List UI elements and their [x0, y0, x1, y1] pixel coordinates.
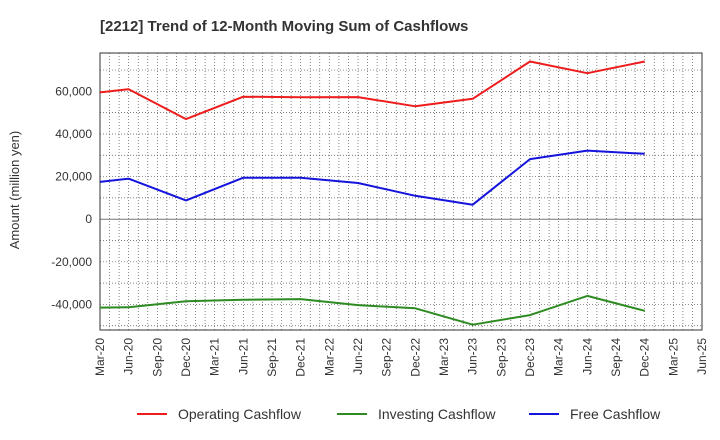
y-tick-label: 40,000 [55, 127, 92, 141]
y-tick-label: 60,000 [55, 84, 92, 98]
x-tick-label: Dec-21 [294, 338, 308, 377]
legend-label: Operating Cashflow [178, 406, 302, 422]
plot-frame [99, 52, 703, 331]
legend-label: Investing Cashflow [378, 406, 496, 422]
x-tick-label: Jun-23 [466, 338, 480, 375]
series-line-investing-cashflow [99, 294, 645, 326]
legend-label: Free Cashflow [570, 406, 661, 422]
series-line-free-cashflow [99, 149, 645, 206]
x-tick-label: Jun-20 [122, 338, 136, 375]
x-tick-label: Jun-21 [236, 338, 250, 375]
x-tick-label: Sep-21 [265, 338, 279, 377]
x-tick-label: Mar-23 [437, 338, 451, 376]
grid [100, 53, 702, 330]
y-axis-label: Amount (million yen) [7, 131, 22, 250]
x-tick-label: Mar-24 [552, 338, 566, 376]
x-tick-label: Dec-22 [408, 338, 422, 377]
x-tick-label: Dec-20 [179, 338, 193, 377]
series-line-operating-cashflow [99, 60, 645, 121]
y-tick-label: 20,000 [55, 170, 92, 184]
y-axis-ticks: 60,000 40,000 20,000 0 -20,000 -40,000 [51, 84, 92, 311]
plot-frame [99, 52, 703, 331]
x-tick-label: Mar-20 [93, 338, 107, 376]
x-tick-label: Jun-25 [695, 338, 709, 375]
series-lines [99, 60, 645, 326]
x-tick-label: Sep-23 [494, 338, 508, 377]
x-tick-label: Dec-23 [523, 338, 537, 377]
x-tick-label: Sep-20 [150, 338, 164, 377]
y-tick-label: 0 [85, 212, 92, 226]
x-tick-label: Sep-22 [380, 338, 394, 377]
x-tick-label: Jun-22 [351, 338, 365, 375]
x-axis-ticks: Mar-20 Jun-20 Sep-20 Dec-20 Mar-21 Jun-21 Sep-… [93, 338, 709, 377]
y-tick-label: -20,000 [51, 255, 92, 269]
legend: Operating Cashflow Investing Cashflow Free… [137, 406, 661, 422]
x-tick-label: Jun-24 [580, 338, 594, 375]
x-tick-label: Mar-21 [208, 338, 222, 376]
x-tick-label: Dec-24 [638, 338, 652, 377]
x-tick-label: Mar-22 [322, 338, 336, 376]
y-tick-label: -40,000 [51, 297, 92, 311]
x-tick-label: Mar-25 [666, 338, 680, 376]
x-tick-label: Sep-24 [609, 338, 623, 377]
chart-title: [2212] Trend of 12-Month Moving Sum of C… [100, 18, 468, 35]
